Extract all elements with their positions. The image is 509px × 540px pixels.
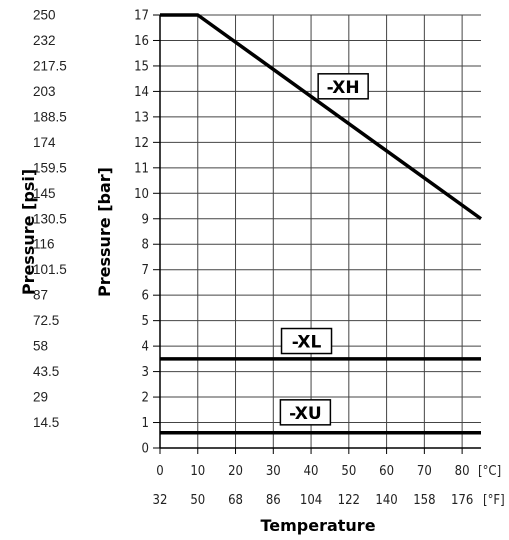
y-tick-label-psi: 174 — [33, 135, 56, 150]
x-unit-celsius: [°C] — [478, 464, 501, 479]
x-tick-label-celsius: 50 — [341, 464, 356, 479]
x-ticks-fahrenheit: 32 50 68 86 104 122 140 158 176 — [153, 493, 474, 508]
y-tick-label-psi: 203 — [33, 84, 56, 99]
x-tick-label-fahrenheit: 50 — [190, 493, 205, 508]
y-tick-label-bar: 3 — [142, 365, 149, 380]
x-ticks-celsius: 0 10 20 30 40 50 60 70 80 — [156, 448, 470, 479]
y-tick-label-bar: 7 — [142, 263, 149, 278]
y-tick-label-bar: 16 — [134, 34, 149, 49]
x-tick-label-fahrenheit: 122 — [338, 493, 360, 508]
x-tick-label-fahrenheit: 86 — [266, 493, 281, 508]
y-tick-label-psi: 87 — [33, 288, 48, 303]
y-tick-label-psi: 232 — [33, 33, 56, 48]
series-lines — [160, 13, 483, 435]
y-tick-label-psi: 43.5 — [33, 364, 59, 379]
y-axis-title-psi: Pressure [psi] — [19, 169, 38, 295]
y-tick-label-psi: 130.5 — [33, 211, 67, 226]
y-tick-label-psi: 29 — [33, 390, 48, 405]
x-tick-label-celsius: 20 — [228, 464, 243, 479]
y-tick-label-psi: 101.5 — [33, 262, 67, 277]
x-tick-label-fahrenheit: 68 — [228, 493, 243, 508]
x-tick-label-celsius: 10 — [190, 464, 205, 479]
y-tick-label-bar: 12 — [134, 136, 149, 151]
x-tick-label-fahrenheit: 158 — [413, 493, 435, 508]
y-tick-label-psi: 159.5 — [33, 160, 67, 175]
y-tick-label-bar: 2 — [142, 391, 149, 406]
series-label-box — [280, 327, 333, 355]
series-label: -XL — [292, 333, 322, 353]
y-tick-label-bar: 9 — [142, 212, 149, 227]
series-labels: -XH -XL -XU — [279, 73, 369, 426]
y-tick-label-bar: 6 — [142, 289, 149, 304]
series-label-box — [317, 73, 369, 100]
x-unit-fahrenheit: [°F] — [483, 493, 505, 508]
x-tick-label-celsius: 40 — [304, 464, 319, 479]
y-tick-label-bar: 11 — [134, 161, 149, 176]
x-tick-label-fahrenheit: 104 — [300, 493, 322, 508]
y-axis-title-bar: Pressure [bar] — [95, 167, 114, 297]
x-tick-label-fahrenheit: 32 — [153, 493, 168, 508]
y-ticks-psi: 250 232 217.5 203 188.5 174 159.5 145 130.5 116 10… — [33, 8, 67, 431]
y-tick-label-bar: 13 — [134, 110, 149, 125]
y-tick-label-bar: 0 — [142, 442, 149, 457]
y-tick-label-bar: 10 — [134, 187, 149, 202]
y-tick-label-bar: 8 — [142, 238, 149, 253]
axes — [159, 15, 481, 449]
x-tick-label-celsius: 0 — [156, 464, 163, 479]
y-tick-label-bar: 17 — [134, 9, 149, 24]
y-tick-label-bar: 14 — [134, 85, 149, 100]
series-line — [160, 13, 483, 221]
y-tick-label-bar: 5 — [142, 314, 149, 329]
y-tick-label-psi: 145 — [33, 186, 56, 201]
x-tick-label-celsius: 30 — [266, 464, 281, 479]
y-tick-label-bar: 1 — [142, 416, 149, 431]
series-label: -XU — [289, 404, 322, 424]
x-tick-label-fahrenheit: 176 — [451, 493, 473, 508]
y-tick-label-psi: 72.5 — [33, 313, 59, 328]
x-tick-label-celsius: 70 — [417, 464, 432, 479]
x-tick-label-celsius: 80 — [455, 464, 470, 479]
y-tick-label-psi: 217.5 — [33, 58, 67, 73]
x-tick-label-celsius: 60 — [379, 464, 394, 479]
x-axis-title: Temperature — [260, 516, 375, 535]
y-tick-label-psi: 116 — [33, 237, 55, 252]
y-tick-label-bar: 4 — [142, 340, 149, 355]
y-tick-label-psi: 14.5 — [33, 415, 59, 430]
y-tick-label-psi: 58 — [33, 339, 48, 354]
series-label: -XH — [327, 78, 360, 98]
series-label-box — [279, 399, 332, 426]
y-tick-label-bar: 15 — [134, 59, 149, 74]
x-tick-label-fahrenheit: 140 — [375, 493, 397, 508]
y-tick-label-psi: 188.5 — [33, 109, 67, 124]
y-tick-label-psi: 250 — [33, 8, 56, 23]
